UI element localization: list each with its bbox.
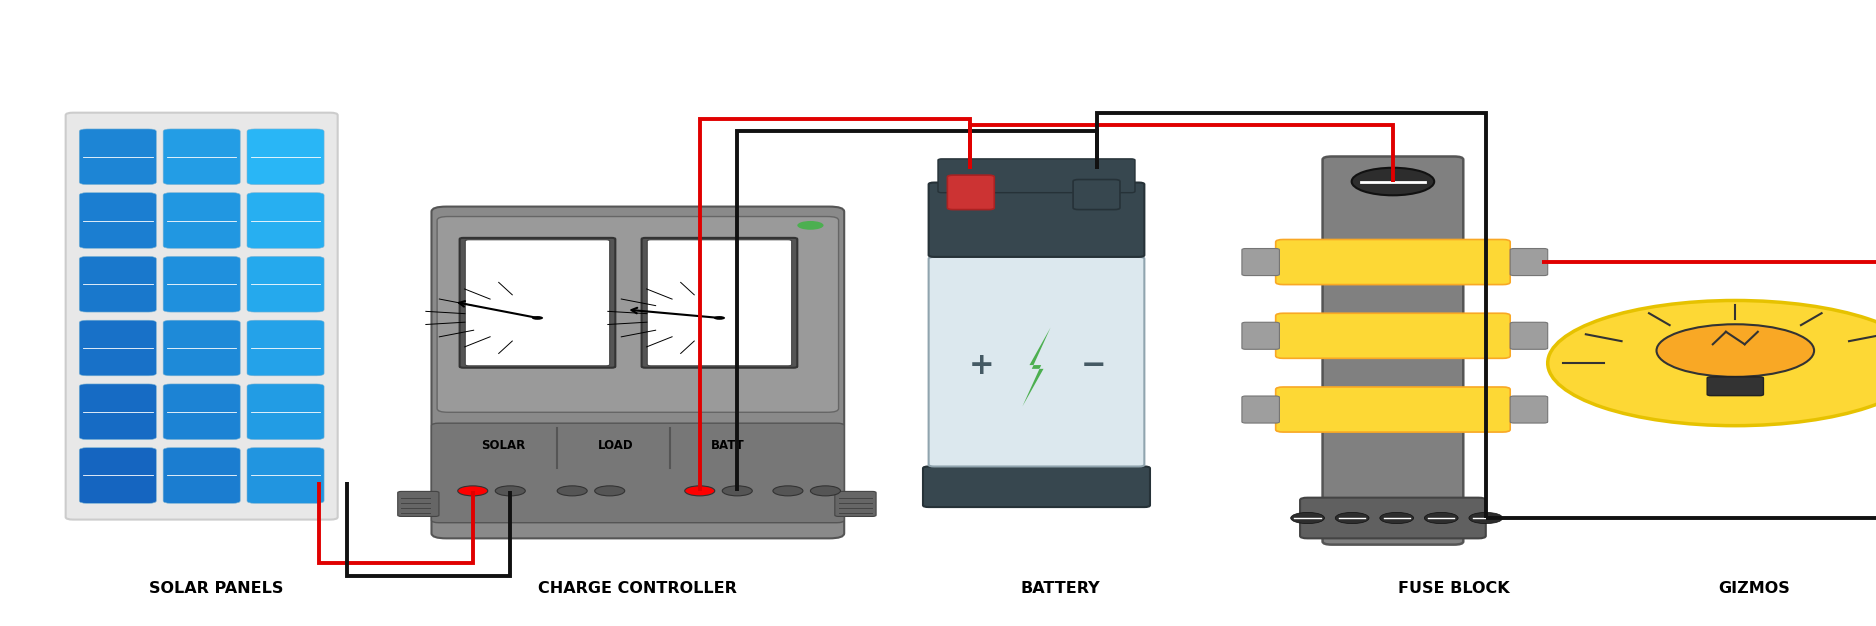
FancyBboxPatch shape: [460, 238, 615, 367]
Circle shape: [722, 486, 752, 496]
FancyBboxPatch shape: [431, 423, 844, 523]
FancyBboxPatch shape: [79, 193, 156, 249]
FancyBboxPatch shape: [923, 466, 1150, 507]
Circle shape: [1657, 324, 1814, 377]
Text: SOLAR PANELS: SOLAR PANELS: [148, 581, 283, 596]
FancyBboxPatch shape: [248, 257, 325, 312]
FancyBboxPatch shape: [1510, 396, 1548, 423]
FancyBboxPatch shape: [163, 448, 240, 503]
FancyBboxPatch shape: [1276, 313, 1510, 358]
FancyBboxPatch shape: [163, 129, 240, 185]
FancyBboxPatch shape: [163, 384, 240, 439]
Text: BATT: BATT: [711, 439, 745, 451]
FancyBboxPatch shape: [66, 113, 338, 520]
FancyBboxPatch shape: [79, 129, 156, 185]
FancyBboxPatch shape: [1073, 180, 1120, 210]
Circle shape: [1351, 168, 1433, 195]
FancyBboxPatch shape: [431, 207, 844, 538]
FancyBboxPatch shape: [79, 321, 156, 376]
Polygon shape: [1022, 327, 1051, 406]
FancyBboxPatch shape: [437, 217, 839, 413]
Circle shape: [1469, 512, 1503, 523]
FancyBboxPatch shape: [163, 193, 240, 249]
Circle shape: [1424, 512, 1458, 523]
FancyBboxPatch shape: [248, 193, 325, 249]
Circle shape: [810, 486, 840, 496]
FancyBboxPatch shape: [1510, 249, 1548, 275]
Circle shape: [773, 486, 803, 496]
Circle shape: [531, 316, 544, 320]
FancyBboxPatch shape: [1276, 387, 1510, 432]
FancyBboxPatch shape: [79, 257, 156, 312]
FancyBboxPatch shape: [248, 321, 325, 376]
FancyBboxPatch shape: [1276, 240, 1510, 285]
FancyBboxPatch shape: [1300, 498, 1486, 538]
FancyBboxPatch shape: [642, 238, 797, 367]
Circle shape: [797, 221, 824, 230]
FancyBboxPatch shape: [79, 448, 156, 503]
Circle shape: [713, 316, 724, 320]
FancyBboxPatch shape: [163, 321, 240, 376]
Circle shape: [557, 486, 587, 496]
FancyBboxPatch shape: [947, 175, 994, 210]
FancyBboxPatch shape: [1510, 322, 1548, 349]
Circle shape: [1379, 512, 1413, 523]
Circle shape: [458, 486, 488, 496]
FancyBboxPatch shape: [398, 491, 439, 516]
Text: BATTERY: BATTERY: [1021, 581, 1099, 596]
FancyBboxPatch shape: [1323, 156, 1463, 545]
Circle shape: [1291, 512, 1324, 523]
FancyBboxPatch shape: [465, 240, 610, 366]
Circle shape: [1336, 512, 1369, 523]
FancyBboxPatch shape: [1707, 377, 1763, 396]
Circle shape: [495, 486, 525, 496]
FancyBboxPatch shape: [163, 257, 240, 312]
Text: −: −: [1081, 351, 1107, 379]
FancyBboxPatch shape: [835, 491, 876, 516]
Text: FUSE BLOCK: FUSE BLOCK: [1398, 581, 1510, 596]
FancyBboxPatch shape: [1242, 322, 1279, 349]
Text: SOLAR: SOLAR: [480, 439, 525, 451]
FancyBboxPatch shape: [248, 129, 325, 185]
Text: LOAD: LOAD: [598, 439, 632, 451]
FancyBboxPatch shape: [929, 183, 1144, 257]
Circle shape: [1548, 300, 1876, 426]
FancyBboxPatch shape: [1242, 396, 1279, 423]
Text: CHARGE CONTROLLER: CHARGE CONTROLLER: [538, 581, 737, 596]
FancyBboxPatch shape: [938, 159, 1135, 193]
FancyBboxPatch shape: [1242, 249, 1279, 275]
FancyBboxPatch shape: [248, 448, 325, 503]
Text: +: +: [968, 351, 994, 379]
FancyBboxPatch shape: [929, 257, 1144, 466]
FancyBboxPatch shape: [647, 240, 792, 366]
Circle shape: [595, 486, 625, 496]
Text: GIZMOS: GIZMOS: [1718, 581, 1790, 596]
FancyBboxPatch shape: [248, 384, 325, 439]
FancyBboxPatch shape: [79, 384, 156, 439]
Circle shape: [685, 486, 715, 496]
